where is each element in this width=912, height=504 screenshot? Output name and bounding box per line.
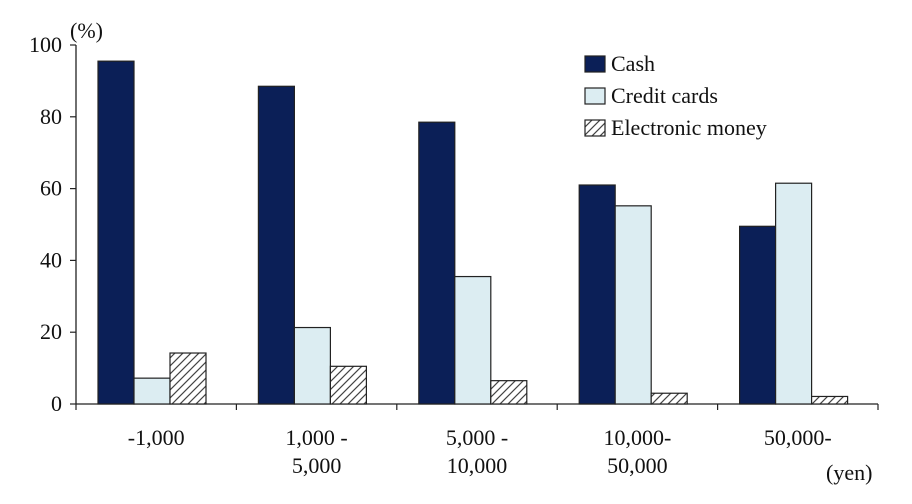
- x-axis-labels: -1,000 1,000 - 5,000 5,000 - 10,000 10,000- 50…: [128, 425, 832, 478]
- bar-electronic-money-1: [169, 352, 207, 405]
- legend-label-cash: Cash: [611, 51, 655, 76]
- bar-credit-cards-4: [614, 205, 652, 405]
- y-tick-label: 0: [51, 391, 62, 416]
- x-category-label: 5,000 -: [446, 425, 508, 450]
- bar-cash-2: [257, 85, 295, 405]
- bar-electronic-money-5: [810, 395, 849, 405]
- bar-cash-5: [738, 225, 777, 405]
- x-category-label: 50,000-: [764, 425, 832, 450]
- legend-swatch-credit-cards: [584, 87, 606, 105]
- bar-cash-3: [418, 121, 456, 405]
- legend-label-credit-cards: Credit cards: [611, 83, 718, 108]
- x-category-label: -1,000: [128, 425, 185, 450]
- bar-cash-1: [97, 60, 135, 405]
- bar-electronic-money-4: [650, 392, 688, 405]
- y-axis-unit: (%): [70, 18, 103, 43]
- x-category-label: 50,000: [607, 453, 668, 478]
- legend-swatch-cash: [584, 55, 606, 73]
- bar-credit-cards-3: [454, 275, 492, 405]
- y-tick-label: 100: [29, 32, 62, 57]
- bars-group: [97, 60, 849, 405]
- x-axis-unit: (yen): [826, 460, 872, 485]
- bar-credit-cards-1: [133, 377, 171, 405]
- bar-credit-cards-5: [774, 182, 813, 405]
- y-tick-label: 20: [40, 319, 62, 344]
- x-category-label: 5,000: [292, 453, 342, 478]
- y-tick-label: 60: [40, 176, 62, 201]
- x-category-label: 10,000: [447, 453, 508, 478]
- bar-cash-4: [578, 184, 616, 405]
- y-tick-label: 80: [40, 104, 62, 129]
- legend: Cash Credit cards Electronic money: [584, 51, 767, 140]
- y-axis-ticks: 0 20 40 60 80 100: [29, 32, 76, 416]
- y-tick-label: 40: [40, 247, 62, 272]
- legend-swatch-electronic-money: [584, 119, 606, 137]
- x-category-label: 10,000-: [603, 425, 671, 450]
- x-category-label: 1,000 -: [285, 425, 347, 450]
- bar-electronic-money-3: [490, 380, 528, 405]
- bar-electronic-money-2: [329, 365, 367, 405]
- bar-credit-cards-2: [293, 326, 331, 405]
- legend-label-electronic-money: Electronic money: [611, 115, 767, 140]
